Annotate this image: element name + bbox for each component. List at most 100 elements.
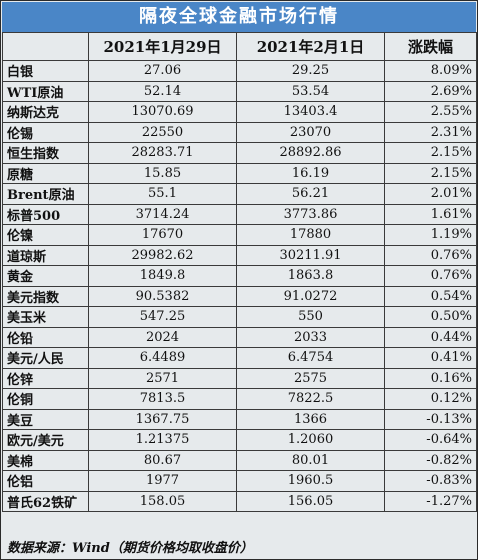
row-name-cell: 原糖 [2, 162, 89, 184]
row-date2-value-cell: 1960.5 [236, 470, 385, 492]
table-row: Brent原油 55.1 56.21 2.01% [2, 183, 477, 205]
row-date2-value-cell: 1863.8 [236, 265, 385, 287]
row-date1-value-cell: 90.5382 [88, 285, 237, 307]
row-date1-value-cell: 15.85 [88, 162, 237, 184]
row-date1-value-cell: 1977 [88, 470, 237, 492]
row-name-cell: 白银 [2, 60, 89, 82]
table-row: 伦锡 22550 23070 2.31% [2, 121, 477, 143]
row-date2-value-cell: 3773.86 [236, 203, 385, 225]
row-change-cell: 1.19% [384, 224, 477, 246]
row-change-cell: 1.61% [384, 203, 477, 225]
row-date2-value-cell: 1366 [236, 408, 385, 430]
row-date2-value-cell: 16.19 [236, 162, 385, 184]
row-date2-value-cell: 1.2060 [236, 429, 385, 451]
row-change-cell: 0.54% [384, 285, 477, 307]
header-change-cell: 涨跌幅 [384, 32, 477, 61]
table-row: 美元/人民 6.4489 6.4754 0.41% [2, 347, 477, 369]
row-change-cell: -0.13% [384, 408, 477, 430]
row-date2-value-cell: 29.25 [236, 60, 385, 82]
row-change-cell: -1.27% [384, 490, 477, 512]
row-change-cell: 2.69% [384, 80, 477, 102]
row-change-cell: 0.12% [384, 388, 477, 410]
table-row: 美元指数 90.5382 91.0272 0.54% [2, 285, 477, 307]
row-date1-value-cell: 547.25 [88, 306, 237, 328]
table-row: WTI原油 52.14 53.54 2.69% [2, 80, 477, 102]
table-row: 恒生指数 28283.71 28892.86 2.15% [2, 142, 477, 164]
row-date1-value-cell: 2024 [88, 326, 237, 348]
row-name-cell: 美元/人民 [2, 347, 89, 369]
row-name-cell: 伦铜 [2, 388, 89, 410]
row-date1-value-cell: 7813.5 [88, 388, 237, 410]
row-change-cell: 0.50% [384, 306, 477, 328]
row-date1-value-cell: 1849.8 [88, 265, 237, 287]
row-date1-value-cell: 29982.62 [88, 244, 237, 266]
row-date1-value-cell: 22550 [88, 121, 237, 143]
row-change-cell: 0.41% [384, 347, 477, 369]
row-name-cell: 伦镍 [2, 224, 89, 246]
header-date2-cell: 2021年2月1日 [236, 32, 385, 61]
row-date1-value-cell: 1.21375 [88, 429, 237, 451]
row-date1-value-cell: 17670 [88, 224, 237, 246]
row-change-cell: 0.44% [384, 326, 477, 348]
row-date1-value-cell: 80.67 [88, 449, 237, 471]
row-name-cell: 道琼斯 [2, 244, 89, 266]
row-name-cell: 伦铝 [2, 470, 89, 492]
row-name-cell: 美玉米 [2, 306, 89, 328]
row-change-cell: -0.64% [384, 429, 477, 451]
row-change-cell: 2.31% [384, 121, 477, 143]
row-date2-value-cell: 2033 [236, 326, 385, 348]
table-row: 伦镍 17670 17880 1.19% [2, 224, 477, 246]
row-change-cell: 0.76% [384, 265, 477, 287]
row-date1-value-cell: 158.05 [88, 490, 237, 512]
row-date2-value-cell: 56.21 [236, 183, 385, 205]
row-name-cell: 普氏62铁矿 [2, 490, 89, 512]
row-name-cell: 伦铅 [2, 326, 89, 348]
row-date2-value-cell: 156.05 [236, 490, 385, 512]
row-name-cell: 恒生指数 [2, 142, 89, 164]
row-name-cell: WTI原油 [2, 80, 89, 102]
row-name-cell: 伦锡 [2, 121, 89, 143]
row-date2-value-cell: 2575 [236, 367, 385, 389]
table-row: 美棉 80.67 80.01 -0.82% [2, 449, 477, 471]
table-row: 伦锌 2571 2575 0.16% [2, 367, 477, 389]
row-name-cell: 标普500 [2, 203, 89, 225]
row-date1-value-cell: 13070.69 [88, 101, 237, 123]
row-name-cell: 美元指数 [2, 285, 89, 307]
table-row: 标普500 3714.24 3773.86 1.61% [2, 203, 477, 225]
table-row: 欧元/美元 1.21375 1.2060 -0.64% [2, 429, 477, 451]
table-row: 原糖 15.85 16.19 2.15% [2, 162, 477, 184]
row-change-cell: 0.76% [384, 244, 477, 266]
header-date1-cell: 2021年1月29日 [88, 32, 237, 61]
row-date1-value-cell: 55.1 [88, 183, 237, 205]
row-change-cell: 0.16% [384, 367, 477, 389]
row-date2-value-cell: 7822.5 [236, 388, 385, 410]
row-name-cell: 美豆 [2, 408, 89, 430]
table-body: 2021年1月29日 2021年2月1日 涨跌幅 白银 27.06 29.25 8.0… [2, 32, 477, 512]
row-date1-value-cell: 6.4489 [88, 347, 237, 369]
table-row: 黄金 1849.8 1863.8 0.76% [2, 265, 477, 287]
row-date1-value-cell: 27.06 [88, 60, 237, 82]
table-row: 纳斯达克 13070.69 13403.4 2.55% [2, 101, 477, 123]
row-change-cell: -0.83% [384, 470, 477, 492]
table-row: 伦铜 7813.5 7822.5 0.12% [2, 388, 477, 410]
table-row: 美豆 1367.75 1366 -0.13% [2, 408, 477, 430]
row-name-cell: 伦锌 [2, 367, 89, 389]
row-change-cell: 2.15% [384, 162, 477, 184]
row-change-cell: 2.55% [384, 101, 477, 123]
row-name-cell: Brent原油 [2, 183, 89, 205]
row-date1-value-cell: 2571 [88, 367, 237, 389]
row-date2-value-cell: 23070 [236, 121, 385, 143]
row-date2-value-cell: 13403.4 [236, 101, 385, 123]
row-date2-value-cell: 91.0272 [236, 285, 385, 307]
table-row: 普氏62铁矿 158.05 156.05 -1.27% [2, 490, 477, 512]
row-date2-value-cell: 550 [236, 306, 385, 328]
row-name-cell: 欧元/美元 [2, 429, 89, 451]
header-name-cell [2, 32, 89, 61]
table-title: 隔夜全球金融市场行情 [2, 2, 476, 32]
row-date2-value-cell: 30211.91 [236, 244, 385, 266]
row-change-cell: 8.09% [384, 60, 477, 82]
row-date2-value-cell: 53.54 [236, 80, 385, 102]
row-date1-value-cell: 52.14 [88, 80, 237, 102]
row-date2-value-cell: 80.01 [236, 449, 385, 471]
